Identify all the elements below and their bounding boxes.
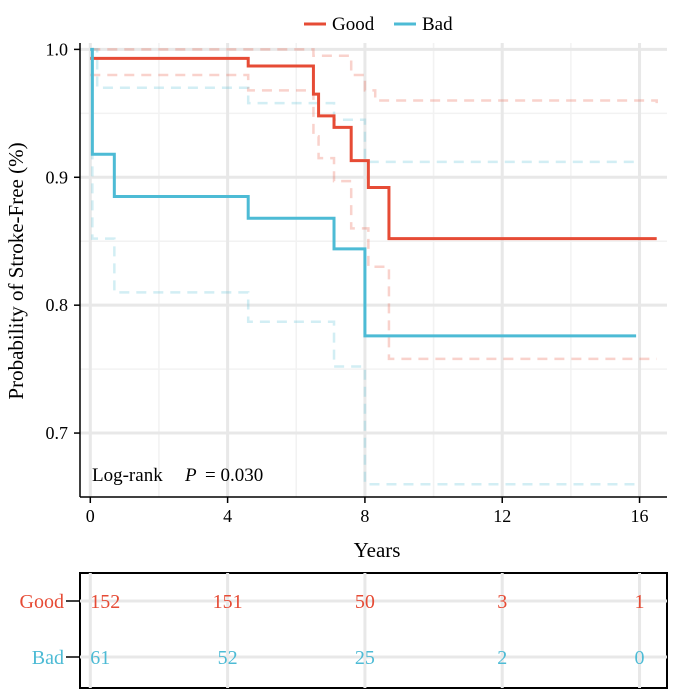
y-tick-label: 0.9 <box>46 167 69 187</box>
legend-label-bad: Bad <box>422 14 453 35</box>
legend: Good Bad <box>304 14 453 35</box>
logrank-annotation: Log-rank P = 0.030 <box>92 465 263 486</box>
ci-band-ci-upper-good <box>90 48 658 104</box>
y-axis-label: Probability of Stroke-Free (%) <box>4 142 28 399</box>
risk-cell-good: 3 <box>497 591 507 613</box>
logrank-p-label: P <box>184 465 197 486</box>
logrank-p-value: = 0.030 <box>205 465 263 486</box>
ci-band-ci-lower-good <box>90 73 657 361</box>
risk-cell-bad: 2 <box>497 647 507 669</box>
risk-cell-bad: 25 <box>355 647 375 669</box>
risk-cell-good: 1 <box>635 591 645 613</box>
risk-table-frame <box>79 572 668 689</box>
survival-curve-bad <box>90 47 637 338</box>
risk-cell-bad: 61 <box>90 647 110 669</box>
confidence-bands <box>90 48 658 486</box>
grid-lines <box>80 43 667 497</box>
x-axis-label: Years <box>354 538 401 562</box>
logrank-prefix: Log-rank <box>92 465 163 486</box>
risk-cell-good: 152 <box>90 591 120 613</box>
x-tick-label: 8 <box>360 506 369 526</box>
risk-cell-good: 151 <box>213 591 243 613</box>
risk-table: Good 152 151 50 3 1 Bad 61 52 25 2 0 <box>20 572 668 689</box>
y-tick-label: 1.0 <box>46 39 69 59</box>
survival-curves <box>90 47 657 338</box>
y-tick-label: 0.8 <box>46 295 69 315</box>
risk-cell-good: 50 <box>355 591 375 613</box>
survival-curve-good <box>90 56 657 241</box>
risk-row-label-bad: Bad <box>32 647 64 669</box>
risk-cell-bad: 52 <box>218 647 238 669</box>
ci-band-ci-upper-bad <box>90 48 637 164</box>
x-tick-label: 16 <box>631 506 649 526</box>
ci-band-ci-lower-bad <box>90 48 637 486</box>
legend-label-good: Good <box>332 14 375 35</box>
y-tick-label: 0.7 <box>46 423 69 443</box>
risk-cell-bad: 0 <box>635 647 645 669</box>
risk-row-label-good: Good <box>20 591 64 613</box>
x-tick-label: 4 <box>223 506 232 526</box>
axes: 0.7 0.8 0.9 1.0 0 4 8 12 16 <box>46 39 667 526</box>
x-tick-label: 12 <box>493 506 511 526</box>
x-tick-label: 0 <box>86 506 95 526</box>
